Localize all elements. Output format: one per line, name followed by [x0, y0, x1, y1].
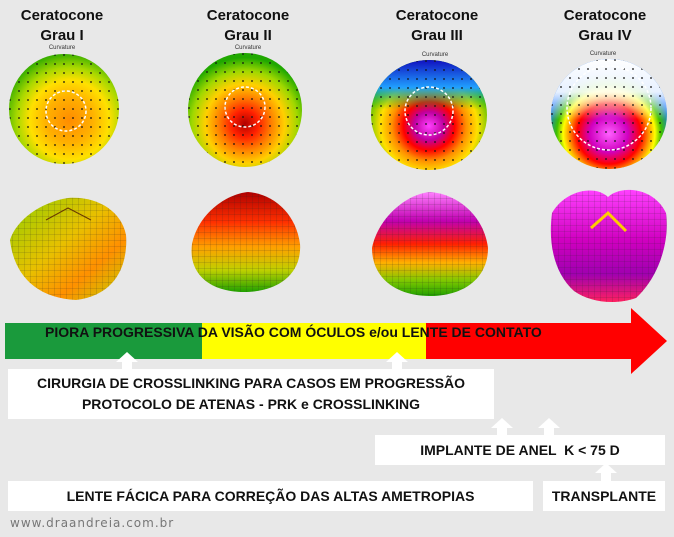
stage-2-title: Ceratocone Grau II	[188, 6, 308, 46]
up-arrow-icon	[386, 352, 408, 372]
crosslinking-line-2: PROTOCOLO DE ATENAS - PRK e CROSSLINKING	[81, 396, 421, 412]
up-arrow-icon	[116, 352, 138, 372]
transplant-label: TRANSPLANTE	[551, 488, 657, 504]
stage-4-cornea-3d-model	[550, 189, 667, 303]
stage-1-cornea-3d-model	[10, 197, 127, 300]
crosslinking-line-1: CIRURGIA DE CROSSLINKING PARA CASOS EM P…	[36, 375, 466, 391]
stage-4-map-label: Curvature	[589, 51, 617, 57]
stage-2-title-line2: Grau II	[224, 27, 272, 44]
stage-4-title-line2: Grau IV	[578, 27, 632, 44]
stage-1-map-label: Curvature	[48, 45, 76, 51]
phakic-lens-box: LENTE FÁCICA PARA CORREÇÃO DAS ALTAS AME…	[8, 481, 533, 511]
stage-4-title-line1: Ceratocone	[563, 7, 647, 24]
stage-2-topography-map	[188, 53, 302, 167]
stage-4-topography-map	[551, 59, 667, 169]
stage-2-cornea-3d-model	[191, 192, 301, 292]
progression-arrow-label: PIORA PROGRESSIVA DA VISÃO COM ÓCULOS e/…	[45, 322, 542, 342]
progression-arrow	[5, 308, 667, 374]
arrow-text-part-1: PIORA PROGRESSIVA	[45, 324, 194, 340]
stage-1-title-line2: Grau I	[40, 27, 84, 44]
stage-3-title-line1: Ceratocone	[395, 7, 479, 24]
arrow-text-part-2: DA VISÃO COM ÓCULOS e/ou	[193, 324, 402, 340]
arrow-text-part-3: LENTE DE CONTATO	[401, 324, 542, 340]
stage-3-title-line2: Grau III	[411, 27, 463, 44]
arrow-red-segment	[426, 308, 667, 374]
stage-2-title-line1: Ceratocone	[206, 7, 290, 24]
arrow-yellow-segment	[202, 323, 426, 359]
website-footer: www.draandreia.com.br	[10, 516, 175, 530]
ring-implant-label: IMPLANTE DE ANEL K < 75 D	[420, 442, 620, 458]
up-arrow-icon	[491, 418, 513, 438]
phakic-lens-label: LENTE FÁCICA PARA CORREÇÃO DAS ALTAS AME…	[66, 488, 475, 504]
ring-implant-box: IMPLANTE DE ANEL K < 75 D	[375, 435, 665, 465]
stage-1-title: Ceratocone Grau I	[2, 6, 122, 46]
stage-2-map-label: Curvature	[234, 45, 262, 51]
stage-1-topography-map	[9, 54, 119, 164]
up-arrow-icon	[538, 418, 560, 438]
stage-4-title: Ceratocone Grau IV	[545, 6, 665, 46]
stage-1-title-line1: Ceratocone	[20, 7, 104, 24]
stage-3-topography-map	[371, 60, 487, 170]
up-arrow-icon	[595, 463, 617, 483]
stage-3-cornea-3d-model	[372, 192, 488, 296]
arrow-green-segment	[5, 323, 202, 359]
stage-3-title: Ceratocone Grau III	[377, 6, 497, 46]
crosslinking-treatment-box: CIRURGIA DE CROSSLINKING PARA CASOS EM P…	[8, 369, 494, 419]
transplant-box: TRANSPLANTE	[543, 481, 665, 511]
stage-3-map-label: Curvature	[421, 52, 449, 58]
